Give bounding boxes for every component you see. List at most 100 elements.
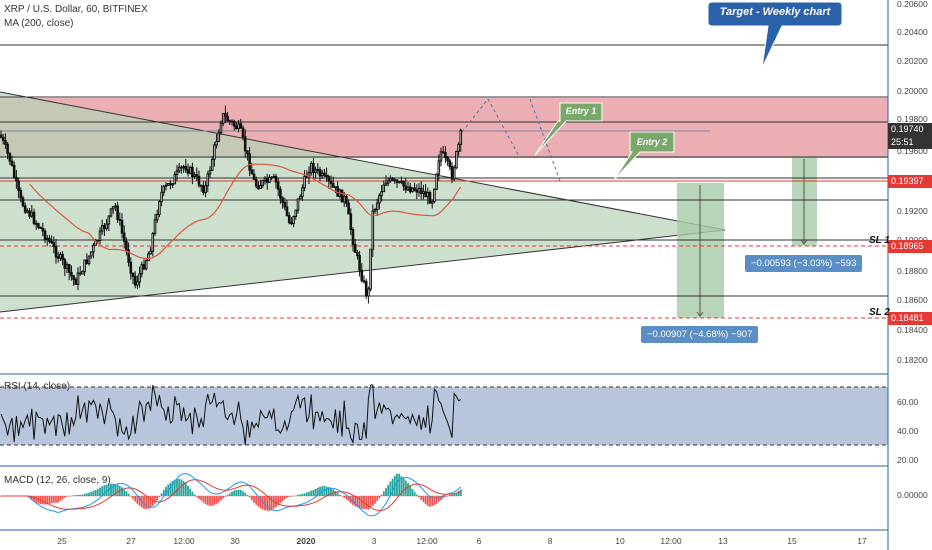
time-label: 2020	[296, 536, 316, 546]
macd-histogram-bar	[338, 494, 341, 496]
macd-histogram-bar	[250, 496, 253, 501]
time-label: 3	[371, 536, 377, 546]
candle-body	[362, 280, 366, 283]
macd-histogram-bar	[301, 493, 304, 496]
candle-body	[122, 232, 126, 242]
candle-body	[360, 269, 364, 282]
macd-histogram-bar	[193, 494, 196, 496]
rsi-title[interactable]: RSI (14, close)	[4, 381, 71, 392]
entry2-callout[interactable]: Entry 2	[636, 137, 668, 147]
macd-histogram-bar	[61, 496, 64, 500]
candle-body	[446, 157, 449, 162]
candle-body	[23, 205, 27, 213]
candle-body	[329, 180, 333, 184]
macd-histogram-bar	[248, 496, 251, 498]
macd-histogram-bar	[356, 496, 359, 508]
candle-body	[279, 188, 282, 199]
macd-histogram-bar	[422, 496, 425, 503]
macd-histogram-bar	[453, 493, 456, 496]
time-label: 12:00	[173, 536, 195, 546]
macd-histogram-bar	[132, 496, 134, 499]
candle-body	[197, 175, 201, 186]
candle-body	[312, 162, 315, 173]
macd-histogram-bar	[145, 496, 148, 509]
macd-histogram-bar	[308, 491, 310, 496]
candle-body	[263, 177, 267, 182]
candle-body	[257, 185, 260, 190]
time-label: 27	[126, 536, 136, 546]
candle-body	[153, 219, 157, 234]
macd-histogram-bar	[360, 496, 363, 509]
candle-body	[74, 278, 78, 285]
candle-body	[43, 230, 47, 241]
candle-body	[114, 205, 117, 208]
macd-histogram-bar	[228, 493, 231, 496]
macd-histogram-bar	[239, 490, 242, 496]
time-label: 10	[615, 536, 625, 546]
time-label: 12:00	[416, 536, 438, 546]
price-label: 0.18600	[897, 295, 928, 305]
target-callout[interactable]: Target - Weekly chart	[719, 6, 831, 18]
macd-histogram-bar	[35, 496, 38, 503]
candle-body	[397, 181, 401, 183]
macd-histogram-bar	[283, 496, 286, 500]
candle-body	[81, 271, 84, 275]
macd-histogram-bar	[233, 490, 236, 496]
candle-body	[239, 123, 243, 129]
macd-histogram-bar	[138, 496, 141, 506]
candle-body	[254, 178, 258, 187]
macd-histogram-bar	[202, 496, 205, 503]
macd-histogram-bar	[455, 492, 458, 496]
macd-histogram-bar	[459, 489, 462, 496]
candle-body	[56, 256, 60, 259]
countdown-tag: 25:51	[888, 136, 932, 149]
candle-body	[61, 253, 64, 261]
candle-body	[342, 195, 346, 203]
candle-body	[309, 162, 313, 174]
macd-histogram-bar	[101, 486, 104, 496]
candle-body	[382, 184, 386, 193]
macd-histogram-bar	[231, 491, 233, 496]
candle-body	[347, 202, 350, 215]
macd-histogram-bar	[437, 496, 440, 502]
candle-body	[221, 112, 225, 124]
candle-body	[285, 206, 289, 217]
candle-body	[158, 201, 161, 215]
macd-histogram-bar	[79, 494, 82, 496]
candle-body	[136, 281, 139, 286]
candle-body	[411, 187, 414, 193]
macd-histogram-bar	[435, 496, 438, 504]
macd-histogram-bar	[206, 496, 209, 506]
ma-indicator-title[interactable]: MA (200, close)	[4, 18, 74, 29]
candle-body	[76, 272, 80, 285]
candle-body	[17, 180, 20, 192]
candle-body	[426, 191, 430, 198]
candle-body	[325, 174, 328, 178]
candle-body	[202, 185, 205, 194]
candle-body	[378, 195, 381, 204]
candle-body	[100, 225, 104, 232]
macd-histogram-bar	[237, 489, 240, 496]
entry1-callout[interactable]: Entry 1	[565, 106, 597, 116]
candle-body	[371, 210, 375, 250]
price-label: 0.18400	[897, 325, 928, 335]
macd-histogram-bar	[121, 487, 123, 496]
candle-body	[15, 176, 18, 182]
candle-body	[129, 261, 133, 274]
candle-body	[0, 134, 3, 138]
candle-body	[340, 189, 344, 203]
candle-body	[107, 215, 111, 225]
macd-histogram-bar	[358, 496, 361, 509]
candle-body	[155, 213, 159, 221]
price-label: 0.20600	[897, 0, 928, 9]
macd-histogram-bar	[367, 496, 370, 510]
candle-body	[345, 195, 348, 204]
candle-body	[182, 166, 185, 169]
candle-body	[131, 272, 135, 277]
candle-body	[320, 172, 324, 177]
candle-body	[147, 253, 150, 262]
macd-title[interactable]: MACD (12, 26, close, 9)	[4, 475, 111, 486]
macd-histogram-bar	[224, 496, 227, 497]
macd-histogram-bar	[413, 491, 416, 496]
